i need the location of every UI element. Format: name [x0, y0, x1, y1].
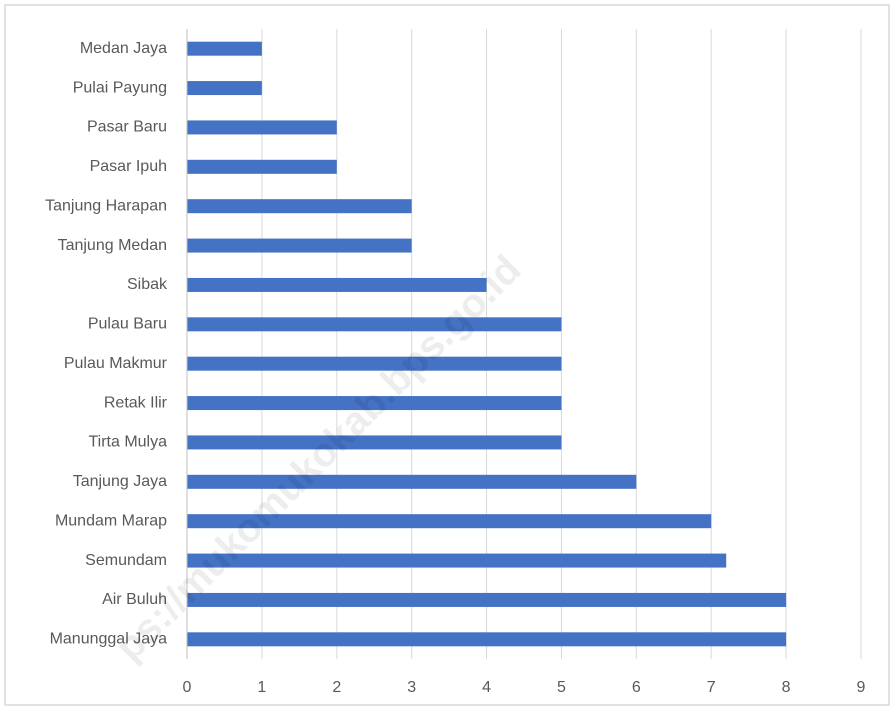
x-tick-label: 4 — [482, 679, 491, 696]
plot-area: 0 1 2 3 4 5 6 7 8 9 Medan Jaya Pulai Payung Pasar Ba… — [45, 29, 866, 696]
y-tick-label: Semundam — [85, 552, 167, 569]
bar — [187, 435, 562, 450]
bar — [187, 356, 562, 371]
bar — [187, 474, 637, 489]
x-tick-label: 3 — [407, 679, 416, 696]
y-tick-label: Pasar Baru — [87, 119, 167, 136]
bar — [187, 277, 487, 292]
y-tick-label: Tanjung Medan — [58, 237, 167, 254]
y-tick-label: Medan Jaya — [80, 40, 167, 57]
y-tick-label: Air Buluh — [102, 591, 167, 608]
y-tick-label: Mundam Marap — [55, 512, 167, 529]
y-tick-label: Sibak — [127, 276, 168, 293]
bar — [187, 41, 262, 56]
y-tick-label: Retak Ilir — [104, 394, 168, 411]
y-tick-label: Tanjung Harapan — [45, 197, 167, 214]
x-tick-label: 5 — [557, 679, 566, 696]
x-tick-label: 2 — [332, 679, 341, 696]
y-tick-label: Pasar Ipuh — [90, 158, 167, 175]
bar — [187, 199, 412, 214]
bar — [187, 238, 412, 253]
bar — [187, 514, 712, 529]
bar — [187, 553, 727, 568]
y-tick-label: Pulai Payung — [73, 79, 167, 96]
y-tick-label: Tanjung Jaya — [73, 473, 167, 490]
bar — [187, 81, 262, 96]
x-tick-label: 1 — [257, 679, 266, 696]
bar — [187, 632, 787, 647]
chart-border — [4, 4, 890, 706]
y-tick-label: Manunggal Jaya — [50, 631, 168, 648]
y-tick-label: Pulau Makmur — [64, 355, 168, 372]
bar — [187, 592, 787, 607]
bar — [187, 396, 562, 411]
x-tick-label: 0 — [183, 679, 192, 696]
bar — [187, 317, 562, 332]
x-tick-label: 6 — [632, 679, 641, 696]
bar — [187, 120, 337, 135]
x-tick-label: 8 — [782, 679, 791, 696]
x-tick-label: 7 — [707, 679, 716, 696]
bar — [187, 159, 337, 174]
y-tick-label: Tirta Mulya — [88, 434, 167, 451]
y-tick-label: Pulau Baru — [88, 316, 167, 333]
x-tick-label: 9 — [857, 679, 866, 696]
